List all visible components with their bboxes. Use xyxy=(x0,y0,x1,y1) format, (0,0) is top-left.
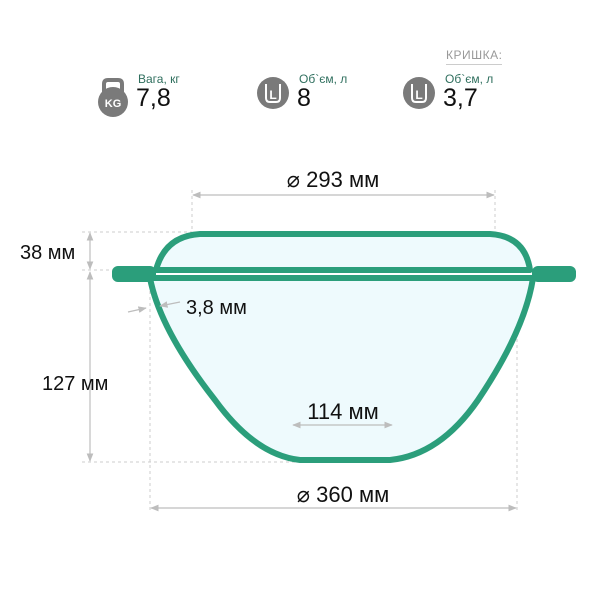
pot-volume-icon: L xyxy=(403,77,435,109)
lid-height-label: 38 мм xyxy=(20,242,75,264)
spec-value: 8 xyxy=(297,84,311,112)
dim-wall-arrow xyxy=(127,306,147,313)
top-diameter-label: ⌀ 293 мм xyxy=(287,167,379,192)
dim-wall-arrow xyxy=(159,301,181,308)
lid xyxy=(153,231,533,273)
spec-value: 3,7 xyxy=(443,84,478,112)
svg-text:KG: KG xyxy=(105,98,122,110)
pot-volume-icon: L xyxy=(257,77,289,109)
spec-label: Вага, кг xyxy=(138,72,180,86)
spec-label: Об`єм, л xyxy=(299,72,348,86)
kettlebell-kg-icon: KG xyxy=(98,78,128,117)
wall-thickness-label: 3,8 мм xyxy=(186,297,247,319)
svg-text:L: L xyxy=(269,88,276,102)
lid-heading: КРИШКА: xyxy=(446,48,503,65)
pot-body xyxy=(147,275,536,463)
outer-diameter-label: ⌀ 360 мм xyxy=(297,482,389,507)
bottom-diameter-label: 114 мм xyxy=(307,399,378,424)
left-handle xyxy=(112,266,156,282)
svg-text:L: L xyxy=(415,88,422,102)
right-handle xyxy=(532,266,576,282)
spec-label: Об`єм, л xyxy=(445,72,494,86)
body-height-label: 127 мм xyxy=(42,373,108,395)
spec-value: 7,8 xyxy=(136,84,171,112)
